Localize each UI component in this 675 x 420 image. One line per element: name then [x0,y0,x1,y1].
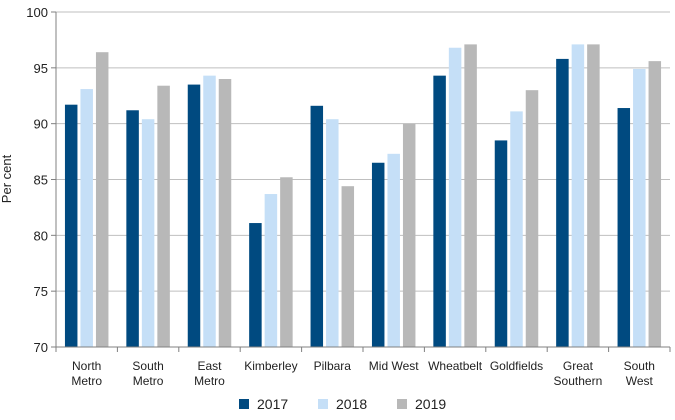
bar-2018 [203,75,216,348]
bar-2017 [494,140,508,347]
x-category-label: South [132,359,163,373]
bar-2017 [617,108,631,348]
bar-2018 [633,68,646,347]
legend-label-2018: 2018 [336,396,367,412]
bar-2019 [157,85,170,347]
bar-2019 [218,79,232,347]
bar-2018 [80,89,93,348]
x-category-label: Mid West [369,359,419,373]
bar-2018 [141,119,155,347]
x-category-label: Metro [71,374,102,388]
bar-2018 [264,194,278,347]
y-tick-label: 75 [34,284,48,299]
bar-2017 [556,58,569,348]
legend-swatch-2019 [397,399,407,409]
bar-2018 [571,44,585,348]
x-category-label: East [197,359,222,373]
bar-2017 [187,84,201,347]
bar-2019 [587,44,600,348]
bar-2018 [387,153,400,347]
x-category-label: Great [563,359,594,373]
legend: 2017 2018 2019 [239,396,446,412]
x-category-label: Wheatbelt [428,359,483,373]
x-category-label: Metro [133,374,164,388]
y-tick-labels: 70 75 80 85 90 95 100 [26,5,48,355]
bar-2019 [648,61,662,348]
y-tick-label: 80 [34,228,48,243]
bars [64,44,662,348]
bar-2018 [326,119,339,347]
x-category-label: Southern [554,374,603,388]
bar-2019 [95,52,109,347]
bar-2017 [126,110,139,348]
bar-2017 [371,162,385,347]
bar-2017 [249,223,262,347]
bar-2019 [341,186,355,347]
bar-2017 [433,75,446,348]
x-category-label: North [72,359,101,373]
bar-2017 [64,104,78,347]
x-category-label: Pilbara [314,359,352,373]
bar-2019 [280,177,293,347]
axes [51,11,671,352]
bar-2019 [525,90,539,348]
y-tick-label: 90 [34,117,48,132]
x-category-label: Metro [194,374,225,388]
bar-2019 [464,44,477,348]
legend-swatch-2017 [239,399,249,409]
x-category-label: South [624,359,655,373]
bar-2018 [448,47,462,347]
legend-swatch-2018 [318,399,328,409]
bar-2018 [510,111,523,347]
y-axis-label: Per cent [0,154,14,203]
y-tick-label: 95 [34,61,48,76]
x-category-label: West [626,374,654,388]
x-category-label: Kimberley [244,359,297,373]
bar-2017 [310,105,324,347]
legend-label-2019: 2019 [415,396,446,412]
y-tick-label: 100 [26,5,48,20]
y-tick-label: 85 [34,173,48,188]
y-tick-label: 70 [34,340,48,355]
x-category-label: Goldfields [490,359,543,373]
legend-label-2017: 2017 [257,396,288,412]
bar-2019 [402,123,416,348]
